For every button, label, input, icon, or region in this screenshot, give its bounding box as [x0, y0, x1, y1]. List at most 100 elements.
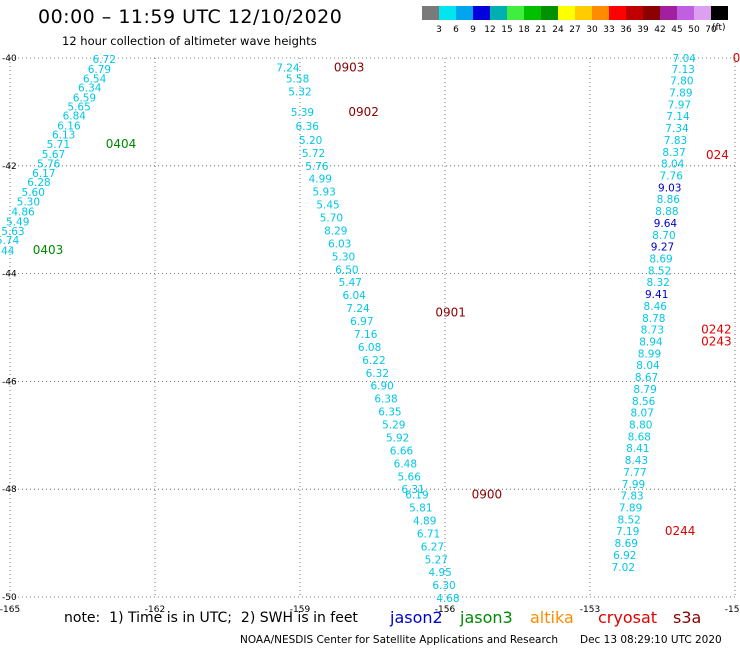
wave-height-value: 6.22: [362, 355, 385, 367]
wave-height-value: 7.99: [622, 479, 645, 491]
wave-height-value: 6.08: [358, 342, 381, 354]
wave-height-value: 7.04: [673, 53, 697, 65]
wave-height-value: 7.16: [354, 329, 378, 341]
wave-height-value: 5.30: [332, 251, 355, 263]
color-scale-label: 15: [501, 25, 512, 35]
wave-height-value: 9.64: [654, 218, 678, 230]
map-title: 00:00 – 11:59 UTC 12/10/2020: [38, 6, 343, 28]
wave-height-value: 6.50: [335, 264, 358, 276]
pass-time-label: 024: [706, 148, 729, 162]
wave-height-value: 8.32: [646, 277, 669, 289]
color-scale-label: 27: [569, 25, 580, 35]
color-swatch: [473, 6, 490, 20]
latitude-tick-label: -48: [2, 485, 17, 495]
wave-height-value: 7.02: [612, 562, 635, 574]
credit-line: NOAA/NESDIS Center for Satellite Applica…: [240, 634, 558, 646]
wave-height-value: 5.32: [288, 86, 311, 98]
wave-height-value: 6.79: [88, 64, 111, 76]
wave-height-value: 7.97: [668, 99, 691, 111]
pass-time-label: 0900: [472, 488, 503, 502]
wave-height-value: 6.90: [370, 381, 393, 393]
wave-height-value: 7.83: [664, 135, 687, 147]
map-tick-labels: -165 -162 -159 -156 -153 -150 -40 -42 -44 -46 -48 -…: [0, 54, 740, 615]
longitude-tick-label: -153: [580, 605, 600, 615]
color-scale-unit: (ft): [712, 23, 726, 33]
latitude-tick-label: -46: [2, 377, 17, 387]
wave-height-value: 8.43: [625, 455, 648, 467]
wave-height-value: 7.13: [672, 64, 695, 76]
wave-height-value: 6.92: [613, 550, 636, 562]
wave-height-value: 6.97: [350, 316, 373, 328]
wave-height-value: 8.68: [628, 431, 651, 443]
pass-time-label: 0901: [435, 305, 466, 319]
legend-altika: altika: [530, 608, 574, 627]
longitude-tick-label: -165: [0, 605, 20, 615]
color-scale-label: 39: [637, 25, 649, 35]
wave-height-value: 9.27: [651, 242, 674, 254]
wave-height-value: 6.84: [63, 111, 87, 123]
wave-height-value: 5.29: [382, 420, 405, 432]
wave-height-value: 7.24: [346, 303, 370, 315]
wave-height-value: 6.48: [394, 458, 417, 470]
wave-height-value: 5.20: [299, 135, 322, 147]
generated-timestamp: Dec 13 08:29:10 UTC 2020: [580, 634, 722, 646]
wave-height-value: 6.30: [432, 580, 455, 592]
legend-jason2: jason2: [390, 608, 443, 627]
wave-height-value: 7.89: [619, 503, 642, 515]
longitude-tick-label: -156: [435, 605, 456, 615]
wave-height-value: 5.49: [6, 216, 29, 228]
wave-height-value: 5.76: [37, 159, 61, 171]
footer-note: note: 1) Time is in UTC; 2) SWH is in fe…: [64, 610, 358, 626]
wave-height-value: 8.52: [648, 265, 671, 277]
pass-time-label: 0244: [665, 524, 696, 538]
wave-height-value: 5.67: [42, 149, 65, 161]
wave-height-value: 8.29: [324, 225, 347, 237]
color-scale-label: 21: [535, 25, 546, 35]
color-swatch: [660, 6, 677, 20]
legend-s3a: s3a: [673, 608, 702, 627]
latitude-tick-label: -44: [2, 270, 17, 280]
pass-time-label: 0403: [33, 243, 64, 257]
wave-height-value: 8.69: [649, 254, 672, 266]
wave-height-value: 6.32: [366, 368, 389, 380]
wave-height-value: 5.74: [0, 235, 20, 247]
wave-height-value: 4.86: [11, 207, 35, 219]
pass-time-label: 0242: [701, 323, 732, 337]
pass-time-label: 0903: [334, 61, 365, 75]
wave-height-value: 7.14: [666, 111, 690, 123]
wave-height-value: 6.31: [401, 484, 424, 496]
color-swatch: [643, 6, 660, 20]
color-swatch: [575, 6, 592, 20]
wave-height-value: 6.03: [328, 238, 351, 250]
wave-height-value: 5.45: [316, 200, 339, 212]
wave-height-value: 8.79: [633, 384, 656, 396]
wave-height-value: 6.59: [73, 92, 96, 104]
wave-height-value: 5.44: [0, 245, 15, 257]
wave-height-value: 5.65: [67, 102, 90, 114]
color-swatch: [677, 6, 694, 20]
wave-height-value: 8.04: [636, 360, 660, 372]
color-swatch: [456, 6, 473, 20]
track-0242-0244: 7.047.137.807.897.977.147.347.838.378.04…: [612, 53, 697, 574]
color-scale-bar: 3 6 9 12 15 18 21 24 27 30 33 36 39 42 45 50 70: [422, 6, 728, 35]
wave-height-value: 5.30: [17, 196, 40, 208]
wave-height-value: 5.70: [320, 213, 343, 225]
wave-height-value: 7.83: [620, 491, 643, 503]
wave-height-value: 6.72: [93, 54, 116, 66]
longitude-tick-label: -159: [290, 605, 311, 615]
wave-height-value: 6.66: [390, 445, 414, 457]
wave-height-value: 5.47: [339, 277, 362, 289]
wave-height-value: 6.16: [57, 120, 81, 132]
color-swatch: [626, 6, 643, 20]
wave-height-value: 8.70: [652, 230, 675, 242]
wave-height-value: 6.13: [52, 130, 75, 142]
wave-height-value: 6.38: [374, 394, 397, 406]
color-scale-label: 33: [603, 25, 614, 35]
wave-height-value: 5.60: [22, 187, 45, 199]
wave-height-value: 8.99: [638, 348, 661, 360]
wave-height-value: 7.80: [670, 76, 693, 88]
wave-height-value: 8.86: [657, 194, 681, 206]
color-swatch: [439, 6, 456, 20]
longitude-tick-label: -162: [145, 605, 165, 615]
